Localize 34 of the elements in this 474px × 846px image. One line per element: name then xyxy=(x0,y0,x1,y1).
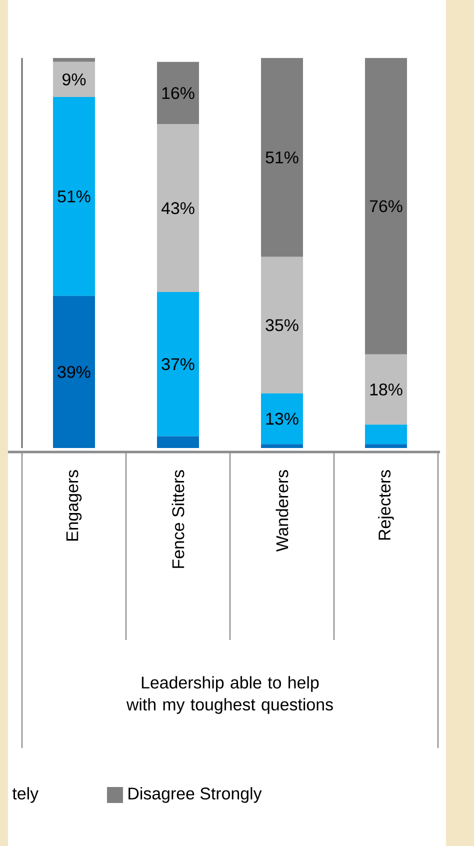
bar xyxy=(157,62,199,124)
bar xyxy=(157,436,199,448)
text: tely xyxy=(12,787,39,803)
x-tick-label: Rejecters xyxy=(378,470,394,540)
data-label: 51% xyxy=(58,190,90,202)
bar xyxy=(365,424,407,444)
data-label: 9% xyxy=(62,73,86,86)
bar xyxy=(53,58,95,62)
data-label: 39% xyxy=(58,366,90,378)
data-label: 35% xyxy=(266,319,298,332)
x-tick-label: Wanderers xyxy=(276,470,288,552)
bar xyxy=(261,58,303,257)
data-label: 13% xyxy=(266,412,298,425)
bar xyxy=(53,62,95,97)
bar xyxy=(53,296,95,448)
data-label: 51% xyxy=(266,151,298,164)
bar xyxy=(365,444,407,448)
data-label: 37% xyxy=(162,358,194,370)
data-label: 76% xyxy=(370,200,402,212)
bar xyxy=(261,444,303,448)
bar xyxy=(53,96,95,296)
text: Leadership able to help with my toughest questions xyxy=(126,676,333,714)
legend-label: Disagree Strongly xyxy=(128,787,262,803)
x-tick-label: Fence Sitters xyxy=(172,470,184,568)
data-label: 16% xyxy=(162,87,194,100)
data-label: 18% xyxy=(370,383,402,396)
bar xyxy=(365,58,407,354)
bar xyxy=(365,354,407,425)
x-tick-label: Engagers xyxy=(66,470,82,541)
bar xyxy=(261,256,303,394)
bar xyxy=(261,393,303,444)
data-label: 43% xyxy=(161,202,194,214)
bar xyxy=(157,124,199,292)
bar xyxy=(157,292,199,436)
